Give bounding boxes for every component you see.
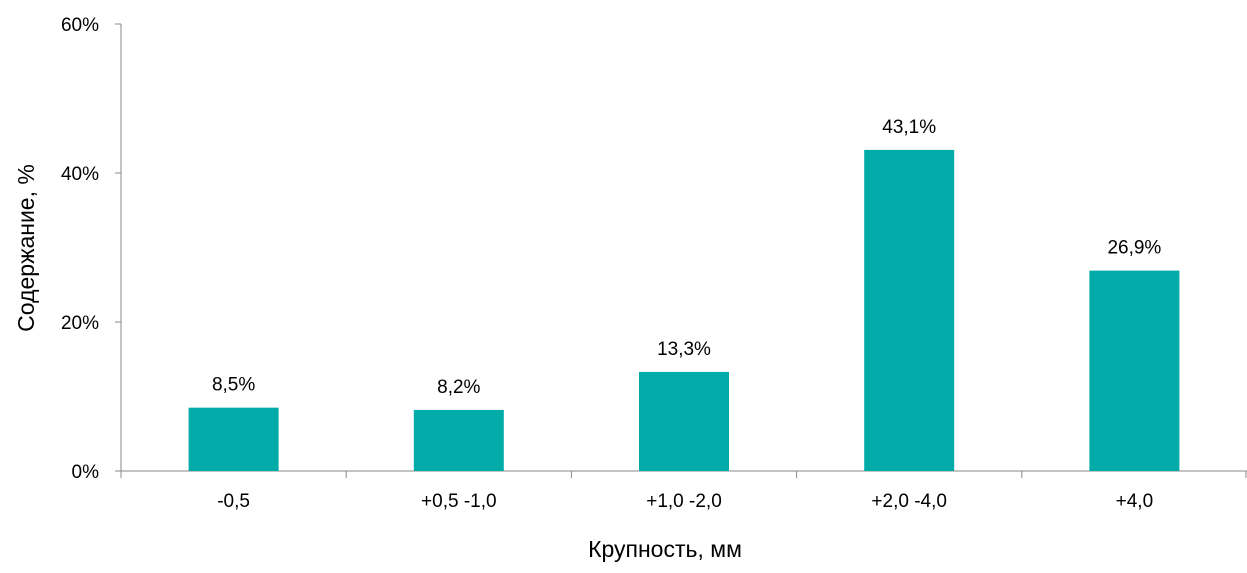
bars [188,149,1180,471]
data-label: 13,3% [657,339,711,360]
x-tick-label: -0,5 [217,491,250,512]
y-tick-label: 60% [61,15,99,36]
x-tick-label: +4,0 [1116,491,1154,512]
y-tick-label: 40% [61,164,99,185]
y-axis: 0% 20% 40% 60% [61,15,122,483]
data-labels: 8,5% 8,2% 13,3% 43,1% 26,9% [212,117,1161,398]
y-tick-label: 20% [61,313,99,334]
data-label: 43,1% [882,117,936,138]
bar [864,149,955,471]
x-tick-label: +1,0 -2,0 [646,491,722,512]
y-axis-title: Содержание, % [13,164,39,332]
x-tick-label: +2,0 -4,0 [871,491,947,512]
x-axis-title: Крупность, мм [588,536,742,562]
y-tick-label: 0% [72,462,100,483]
bar [413,409,504,471]
data-label: 26,9% [1107,238,1161,259]
x-axis: -0,5 +0,5 -1,0 +1,0 -2,0 +2,0 -4,0 +4,0 [120,470,1247,512]
data-label: 8,5% [212,375,255,396]
bar [188,407,279,471]
data-label: 8,2% [437,377,480,398]
x-tick-label: +0,5 -1,0 [421,491,497,512]
bar [639,371,729,471]
bar [1089,270,1180,471]
